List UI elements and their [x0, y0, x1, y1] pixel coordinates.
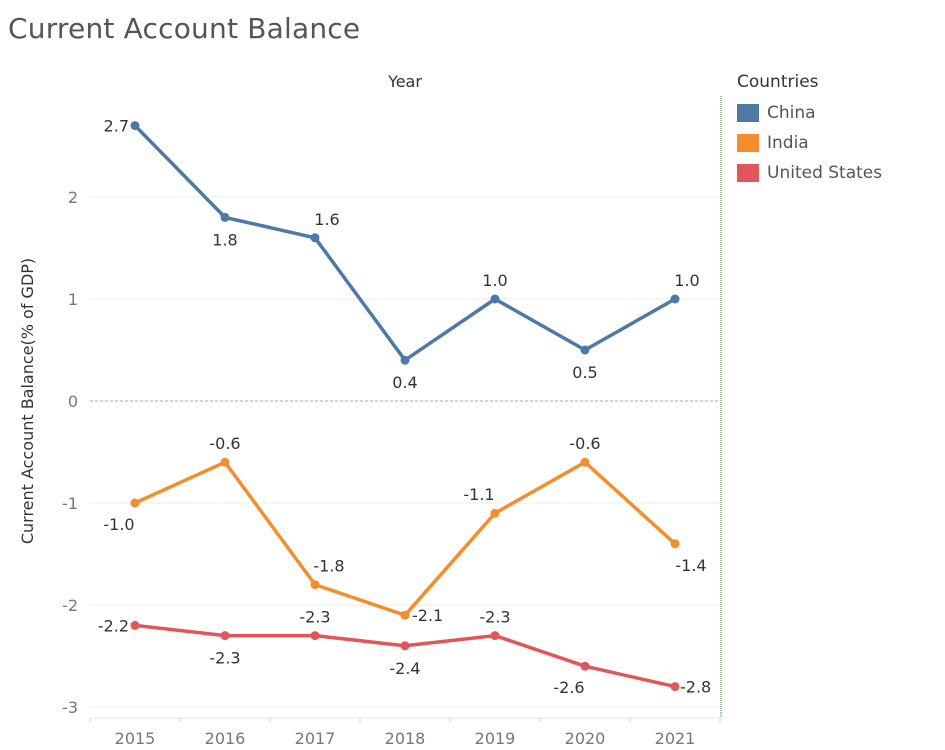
- data-point-india[interactable]: [670, 539, 680, 549]
- x-tick-label: 2020: [565, 729, 606, 748]
- data-label-china: 2.7: [104, 117, 129, 136]
- data-label-united-states: -2.2: [98, 616, 129, 635]
- x-tick-label: 2015: [115, 729, 156, 748]
- legend-item-china[interactable]: China: [737, 98, 882, 128]
- legend-item-united-states[interactable]: United States: [737, 158, 882, 188]
- data-point-china[interactable]: [400, 355, 410, 365]
- data-label-united-states: -2.3: [209, 649, 240, 668]
- data-point-china[interactable]: [220, 212, 230, 222]
- data-label-india: -1.8: [313, 557, 344, 576]
- data-label-china: 1.6: [314, 210, 339, 229]
- data-point-united-states[interactable]: [670, 682, 680, 692]
- data-label-india: -0.6: [209, 434, 240, 453]
- data-label-united-states: -2.3: [479, 608, 510, 627]
- chart-title: Current Account Balance: [8, 12, 361, 45]
- legend-label-united-states: United States: [767, 163, 883, 183]
- data-labels: 2.7 1.8 1.6 0.4 1.0 0.5 1.0 -1.0 -0.6 -1.8 -2.1 -1.…: [98, 117, 711, 698]
- data-point-united-states[interactable]: [400, 641, 410, 651]
- y-tick-label: -1: [62, 494, 78, 513]
- data-label-india: -1.1: [463, 485, 494, 504]
- x-tick-label: 2018: [385, 729, 426, 748]
- data-point-india[interactable]: [580, 457, 590, 467]
- data-point-india[interactable]: [130, 498, 140, 508]
- data-label-china: 1.0: [674, 271, 699, 290]
- y-tick-label: 0: [68, 392, 78, 411]
- legend-swatch-united-states: [737, 164, 759, 182]
- data-label-india: -2.1: [412, 606, 443, 625]
- y-axis-title: Current Account Balance(% of GDP): [18, 258, 37, 544]
- legend-label-china: China: [767, 103, 816, 123]
- data-point-united-states[interactable]: [220, 631, 230, 641]
- legend-title: Countries: [737, 72, 819, 92]
- data-label-china: 1.0: [482, 271, 507, 290]
- data-point-china[interactable]: [130, 121, 140, 131]
- data-label-china: 1.8: [212, 230, 237, 249]
- data-label-united-states: -2.8: [680, 678, 711, 697]
- data-point-india[interactable]: [220, 457, 230, 467]
- data-point-china[interactable]: [490, 294, 500, 304]
- data-label-united-states: -2.4: [389, 659, 420, 678]
- legend-swatch-india: [737, 134, 759, 152]
- data-point-india[interactable]: [490, 508, 500, 518]
- legend-label-india: India: [767, 133, 809, 153]
- data-point-china[interactable]: [310, 233, 320, 243]
- x-axis-title: Year: [387, 72, 422, 91]
- axes: 2 1 0 -1 -2 -3 2015 2016 2017 2018 2019 2020 2021: [62, 96, 722, 748]
- x-tick-label: 2021: [655, 729, 696, 748]
- data-label-india: -1.4: [675, 556, 706, 575]
- data-label-united-states: -2.6: [553, 678, 584, 697]
- y-tick-label: -2: [62, 596, 78, 615]
- grid-lines: [90, 196, 720, 708]
- x-tick-label: 2016: [205, 729, 246, 748]
- data-point-united-states[interactable]: [310, 631, 320, 641]
- legend: Countries China India United States: [737, 72, 882, 188]
- y-tick-label: 1: [68, 290, 78, 309]
- series-line-india: [133, 460, 677, 617]
- legend-item-india[interactable]: India: [737, 128, 882, 158]
- y-tick-label: -3: [62, 698, 78, 717]
- y-tick-label: 2: [68, 188, 78, 207]
- data-point-china[interactable]: [580, 345, 590, 355]
- data-label-india: -0.6: [569, 434, 600, 453]
- data-label-united-states: -2.3: [299, 608, 330, 627]
- x-tick-label: 2017: [295, 729, 336, 748]
- data-point-china[interactable]: [670, 294, 680, 304]
- data-point-united-states[interactable]: [490, 631, 500, 641]
- data-point-india[interactable]: [310, 580, 320, 590]
- data-point-india[interactable]: [400, 610, 410, 620]
- data-point-united-states[interactable]: [580, 661, 590, 671]
- data-point-united-states[interactable]: [130, 620, 140, 630]
- data-label-china: 0.4: [392, 373, 417, 392]
- x-tick-label: 2019: [475, 729, 516, 748]
- data-label-china: 0.5: [572, 363, 597, 382]
- legend-swatch-china: [737, 104, 759, 122]
- series-lines: [130, 121, 680, 692]
- data-label-india: -1.0: [103, 515, 134, 534]
